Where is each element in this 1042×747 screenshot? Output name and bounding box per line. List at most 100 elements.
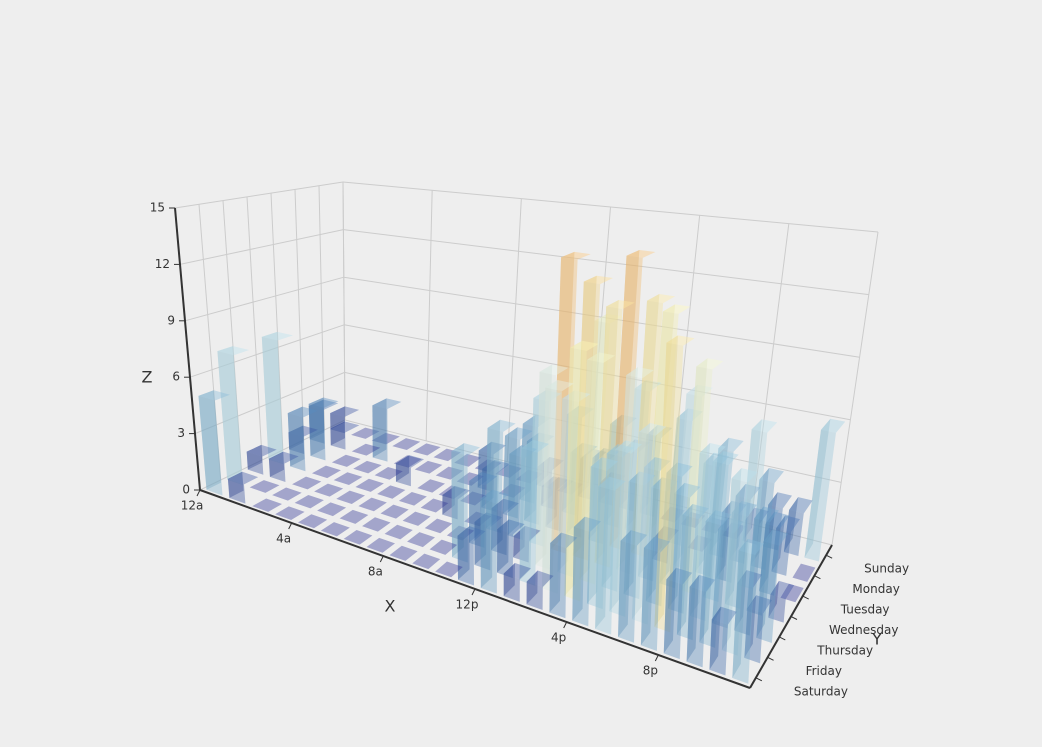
bar-front <box>442 495 458 520</box>
bar-front <box>729 495 751 564</box>
bar-front <box>549 542 567 619</box>
bar-top <box>294 494 324 509</box>
bar-top <box>314 483 344 497</box>
bar-front <box>630 300 664 558</box>
bar <box>540 476 568 510</box>
bar-left <box>217 346 242 480</box>
bar-left <box>572 516 585 621</box>
y-tick <box>825 554 833 559</box>
bar <box>609 440 643 617</box>
y-tick <box>755 677 763 682</box>
bar <box>557 390 591 578</box>
bar-front <box>545 486 563 532</box>
bar-front <box>572 526 591 627</box>
bar <box>417 479 445 493</box>
bar-front <box>724 512 748 609</box>
bar-left <box>663 567 677 654</box>
bar-top <box>722 522 746 540</box>
bar-top <box>712 451 739 466</box>
bar <box>343 529 373 545</box>
bar-left <box>529 390 546 543</box>
bar-front <box>551 257 578 554</box>
bar-left <box>481 459 495 508</box>
bar <box>372 398 402 462</box>
bar-top <box>614 440 643 454</box>
bar-top <box>513 525 541 542</box>
grid-line <box>831 231 879 546</box>
x-tick <box>471 588 476 596</box>
bar-front <box>746 518 770 616</box>
y-tick-label: Wednesday <box>829 623 898 637</box>
bar-left <box>712 517 728 624</box>
x-tick-label: 12a <box>181 499 204 513</box>
bar-left <box>572 275 597 556</box>
y-tick-label: Friday <box>806 664 842 678</box>
bar-left <box>771 515 786 572</box>
bar-top <box>634 379 662 392</box>
bar-top <box>718 437 744 452</box>
bar-top <box>261 331 294 341</box>
bar-top <box>380 504 409 519</box>
bar <box>515 469 543 484</box>
grid-line <box>246 196 263 461</box>
bar <box>792 563 816 582</box>
bar-front <box>540 486 557 510</box>
bar-front <box>609 449 632 617</box>
bar-left <box>734 570 747 631</box>
bar-top <box>537 456 564 471</box>
bar-left <box>330 421 346 446</box>
bar-left <box>551 251 575 549</box>
bar <box>438 485 467 500</box>
grid-line <box>194 371 345 435</box>
bar-top <box>592 448 620 462</box>
grid-line <box>189 324 345 378</box>
bar-front <box>579 359 604 585</box>
bar <box>699 510 732 648</box>
bar-left <box>442 485 455 515</box>
bar-left <box>287 406 305 467</box>
bar-top <box>765 511 790 528</box>
bar-top <box>541 476 568 491</box>
bar-left <box>395 455 410 482</box>
bar-top <box>336 490 365 504</box>
y-tick <box>814 575 821 580</box>
y-tick-label: Tuesday <box>840 603 890 617</box>
bar-front <box>603 424 626 528</box>
bar-front <box>686 586 706 668</box>
bar-top <box>371 432 400 445</box>
bar-left <box>227 471 244 498</box>
bar <box>686 574 716 668</box>
bar-left <box>535 364 553 565</box>
x-axis-name: X <box>385 597 396 616</box>
bar-top <box>343 529 373 545</box>
bar-top <box>566 405 595 418</box>
bar-top <box>320 522 350 537</box>
bar-front <box>588 457 608 545</box>
bar <box>414 460 443 474</box>
bar <box>497 519 525 579</box>
bar-left <box>480 489 493 588</box>
bar <box>477 441 507 492</box>
bar-front <box>624 388 651 534</box>
bar <box>252 498 283 512</box>
bar-left <box>595 476 610 629</box>
bar-front <box>737 429 768 590</box>
bar-front <box>667 493 691 614</box>
bar <box>351 443 381 456</box>
bar-front <box>640 547 661 651</box>
bar-front <box>616 375 643 575</box>
bar-top <box>666 335 695 346</box>
bar-left <box>497 519 509 573</box>
bar-top <box>580 448 607 463</box>
bar <box>217 346 250 486</box>
bar <box>598 472 626 506</box>
bar-front <box>507 453 526 541</box>
bar <box>433 448 461 462</box>
bar-front <box>246 451 264 475</box>
grid-line <box>222 200 242 471</box>
bar <box>652 526 679 564</box>
bar <box>362 517 391 532</box>
bar-left <box>541 380 558 589</box>
bar-top <box>412 553 441 570</box>
